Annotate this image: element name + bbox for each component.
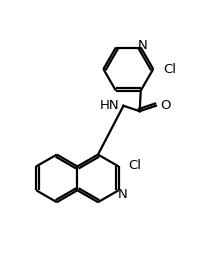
Text: Cl: Cl <box>128 159 141 172</box>
Text: N: N <box>138 39 147 52</box>
Text: O: O <box>161 99 171 112</box>
Text: HN: HN <box>99 99 119 112</box>
Text: N: N <box>118 188 127 201</box>
Text: Cl: Cl <box>164 62 176 76</box>
